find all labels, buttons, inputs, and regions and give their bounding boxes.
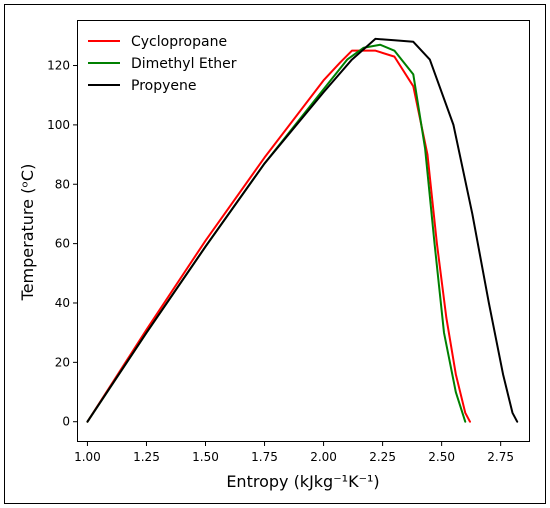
series-layer xyxy=(86,37,519,423)
plot-frame xyxy=(77,20,530,442)
x-tick-label: 2.75 xyxy=(487,450,514,464)
legend: Cyclopropane Dimethyl Ether Propyene xyxy=(88,34,237,94)
x-tick-label: 2.50 xyxy=(428,450,455,464)
legend-label-2: Propyene xyxy=(131,78,196,94)
y-axis-ticks: 0 20 40 60 80 100 120 xyxy=(47,59,78,429)
y-tick-label: 40 xyxy=(55,296,70,310)
y-tick-label: 80 xyxy=(55,177,70,191)
legend-label-0: Cyclopropane xyxy=(131,34,227,50)
series-line-0 xyxy=(86,49,471,423)
figure-border xyxy=(4,4,546,504)
x-axis-ticks: 1.00 1.25 1.50 1.75 2.00 2.25 2.50 2.75 xyxy=(74,441,514,464)
y-tick-label: 120 xyxy=(47,59,70,73)
y-tick-label: 100 xyxy=(47,118,70,132)
y-tick-label: 0 xyxy=(62,415,70,429)
series-line-2 xyxy=(86,37,519,423)
y-axis-label: Temperature (ᵒC) xyxy=(18,164,37,302)
x-tick-label: 1.25 xyxy=(133,450,160,464)
y-tick-label: 60 xyxy=(55,237,70,251)
series-line-1 xyxy=(86,43,467,423)
x-tick-label: 1.00 xyxy=(74,450,101,464)
x-tick-label: 1.75 xyxy=(251,450,278,464)
x-tick-label: 1.50 xyxy=(192,450,219,464)
x-axis-label: Entropy (kJkg⁻¹K⁻¹) xyxy=(226,472,379,491)
y-tick-label: 20 xyxy=(55,355,70,369)
x-tick-label: 2.25 xyxy=(369,450,396,464)
legend-label-1: Dimethyl Ether xyxy=(131,56,237,72)
x-tick-label: 2.00 xyxy=(310,450,337,464)
